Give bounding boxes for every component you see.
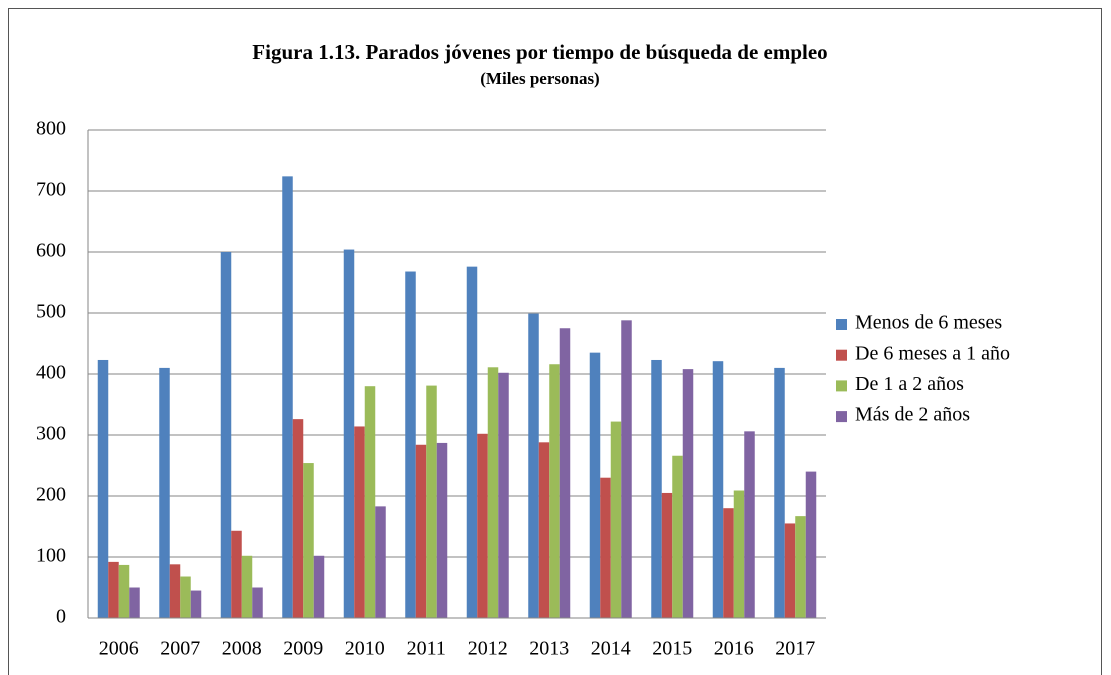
bar [712, 361, 724, 618]
bar [651, 359, 662, 618]
bar [354, 426, 365, 618]
y-tick-label: 0 [56, 606, 66, 628]
chart-title: Figura 1.13. Parados jóvenes por tiempo … [252, 40, 827, 64]
bar [108, 561, 119, 618]
bar [559, 328, 571, 618]
legend-label: De 6 meses a 1 año [855, 342, 1010, 364]
legend-swatch [836, 380, 847, 392]
bar [682, 369, 694, 618]
bar [805, 471, 817, 618]
legend-swatch [836, 411, 847, 423]
bar [621, 320, 632, 618]
chart-subtitle: (Miles personas) [480, 69, 599, 88]
bar [252, 587, 263, 618]
bar [292, 419, 304, 618]
y-tick-label: 300 [36, 423, 66, 445]
bar [118, 564, 130, 618]
bar [97, 359, 109, 618]
legend-swatch [836, 349, 847, 361]
bar [220, 252, 232, 618]
legend-label: Menos de 6 meses [855, 312, 1002, 334]
bar [313, 555, 325, 618]
bar [466, 266, 478, 618]
y-tick-label: 400 [36, 362, 66, 384]
bar [343, 249, 355, 618]
bar [169, 564, 181, 618]
y-tick-label: 100 [36, 545, 66, 567]
bar [795, 516, 806, 618]
x-tick-label: 2012 [468, 638, 508, 660]
bar [303, 463, 314, 618]
bar [672, 455, 683, 618]
bar [528, 313, 539, 618]
x-tick-label: 2014 [591, 638, 631, 660]
bar [774, 367, 785, 618]
bar [600, 477, 611, 618]
bar [723, 508, 734, 618]
x-tick-label: 2013 [529, 638, 569, 660]
bar [477, 433, 488, 618]
x-tick-label: 2015 [652, 638, 692, 660]
x-tick-label: 2010 [345, 638, 385, 660]
y-tick-label: 800 [36, 118, 66, 140]
bar [538, 442, 550, 618]
x-tick-label: 2008 [222, 638, 262, 660]
legend-label: De 1 a 2 años [855, 373, 964, 395]
y-tick-label: 500 [36, 301, 66, 323]
bar [282, 176, 293, 619]
y-tick-label: 600 [36, 240, 66, 262]
x-tick-label: 2017 [775, 638, 815, 660]
x-tick-label: 2009 [283, 638, 323, 660]
bar [405, 271, 416, 618]
bar [733, 490, 745, 618]
x-tick-label: 2006 [99, 638, 139, 660]
bar [744, 431, 755, 618]
x-tick-label: 2007 [160, 638, 200, 660]
legend-label: Más de 2 años [855, 404, 970, 426]
bar [661, 492, 673, 618]
y-tick-label: 200 [36, 484, 66, 506]
x-tick-label: 2016 [714, 638, 754, 660]
bar [426, 385, 437, 618]
bar [589, 352, 601, 618]
bar [364, 386, 376, 618]
bar [375, 506, 386, 618]
bar [241, 555, 253, 618]
bar [498, 372, 509, 618]
bar [180, 576, 191, 618]
y-tick-label: 700 [36, 179, 66, 201]
bar [436, 442, 448, 618]
bar [415, 444, 427, 618]
bar [159, 367, 170, 618]
x-tick-label: 2011 [407, 638, 446, 660]
bar [549, 364, 560, 618]
legend-swatch [836, 319, 847, 330]
bar [231, 530, 242, 618]
bar [784, 523, 796, 618]
bar [610, 421, 622, 618]
bar [487, 367, 499, 618]
bar [129, 587, 140, 618]
bar [190, 590, 202, 618]
